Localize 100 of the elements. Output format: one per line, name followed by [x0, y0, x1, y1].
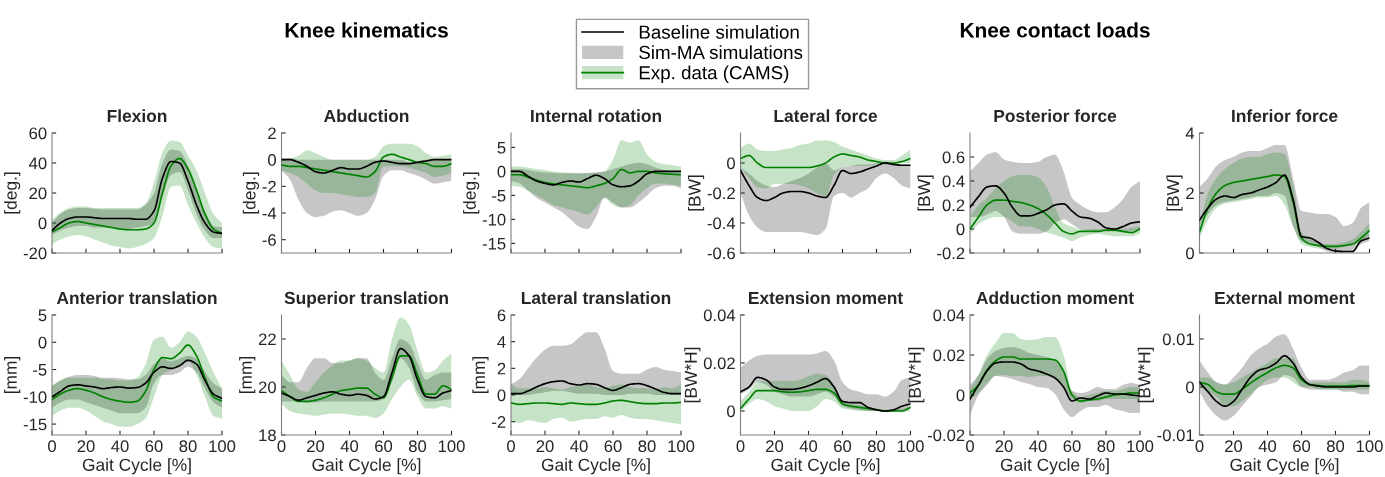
chart-title: Inferior force — [1232, 109, 1338, 123]
y-axis-title: [BW] — [687, 175, 705, 211]
y-tick-label: 0.4 — [942, 175, 965, 188]
x-tick-label: 40 — [570, 440, 588, 453]
y-axis-title: [deg.] — [242, 172, 260, 214]
x-tick-label: 20 — [536, 440, 554, 453]
y-tick-label: 0 — [1186, 381, 1194, 394]
x-tick-label: 80 — [638, 440, 656, 453]
y-tick-label: -10 — [482, 213, 506, 226]
x-tick-label: 100 — [668, 440, 695, 453]
x-tick-label: 40 — [1258, 440, 1277, 453]
y-tick-label: 0 — [38, 217, 47, 230]
y-axis-title: [deg.] — [4, 172, 21, 214]
chart-title: Flexion — [107, 109, 167, 123]
chart-title: External moment — [1215, 291, 1355, 305]
chart-title: Lateral translation — [521, 291, 671, 305]
x-tick-label: 80 — [179, 440, 197, 453]
y-tick-label: -15 — [482, 237, 506, 250]
x-tick-label: 60 — [145, 440, 163, 453]
y-tick-label: 22 — [258, 333, 276, 346]
y-axis-title: [BW*H] — [1137, 347, 1154, 403]
y-axis-title: [mm] — [239, 356, 256, 394]
y-tick-label: -5 — [33, 364, 47, 376]
x-tick-label: 20 — [995, 440, 1013, 453]
y-tick-label: 0 — [497, 389, 506, 402]
y-tick-label: -2 — [262, 180, 276, 193]
y-axis-title: [BW*H] — [684, 347, 701, 403]
chart-title: Extension moment — [749, 291, 903, 305]
y-tick-label: 0 — [956, 223, 965, 236]
x-tick-label: 100 — [438, 440, 465, 453]
y-tick-label: 20 — [29, 187, 47, 200]
y-tick-label: 0.02 — [703, 357, 735, 370]
chart-title: Posterior force — [994, 109, 1117, 123]
y-axis-title: [BW] — [917, 175, 934, 211]
y-tick-label: 5 — [497, 141, 506, 154]
chart-title: Internal rotation — [531, 109, 661, 123]
y-axis-title: [BW*H] — [908, 347, 925, 403]
x-tick-label: 0 — [277, 440, 286, 453]
y-tick-label: -4 — [262, 207, 277, 220]
x-tick-label: 0 — [1195, 440, 1204, 453]
y-tick-label: 0 — [727, 157, 735, 170]
x-axis-title: Gait Cycle [%] — [1230, 458, 1339, 475]
x-tick-label: 20 — [1225, 440, 1243, 453]
text: Knee kinematics — [285, 22, 448, 38]
x-tick-label: 20 — [77, 440, 95, 453]
y-tick-label: 4 — [1185, 127, 1195, 140]
chart-title: Superior translation — [284, 291, 448, 308]
y-tick-label: 0.01 — [1162, 333, 1194, 346]
y-tick-label: 0 — [727, 405, 735, 418]
y-axis-title: [mm] — [472, 356, 489, 394]
x-tick-label: 80 — [1326, 440, 1345, 453]
x-tick-label: 0 — [966, 440, 974, 453]
y-tick-label: 0.02 — [933, 349, 965, 362]
chart-title: Anterior translation — [56, 291, 217, 305]
x-tick-label: 0 — [48, 440, 56, 453]
x-tick-label: 100 — [209, 440, 236, 453]
x-tick-label: 40 — [340, 440, 359, 453]
y-tick-label: 0 — [1186, 247, 1194, 260]
text: Knee contact loads — [960, 22, 1150, 38]
y-tick-label: 0 — [956, 389, 965, 402]
y-tick-label: 20 — [258, 381, 276, 394]
x-axis-title: Gait Cycle [%] — [541, 458, 650, 475]
y-tick-label: 0.04 — [933, 309, 965, 322]
legend-label: Sim-MA simulations — [639, 45, 803, 60]
chart-title: Adduction moment — [976, 291, 1134, 305]
y-tick-label: 2 — [268, 127, 276, 140]
y-tick-label: -5 — [492, 189, 506, 202]
x-tick-label: 100 — [1356, 440, 1383, 453]
y-tick-label: 2 — [497, 362, 506, 375]
x-axis-title: Gait Cycle [%] — [771, 458, 880, 475]
y-tick-label: 0 — [38, 336, 47, 349]
y-tick-label: 40 — [28, 157, 47, 170]
y-tick-label: 0.04 — [703, 309, 736, 322]
y-tick-label: -20 — [23, 247, 47, 260]
y-tick-label: -0.6 — [707, 247, 735, 260]
legend-label: Exp. data (CAMS) — [639, 65, 789, 84]
x-tick-label: 60 — [375, 440, 393, 453]
chart-title: Abduction — [324, 109, 409, 123]
chart-title: Lateral force — [774, 109, 878, 123]
x-tick-label: 80 — [1097, 440, 1115, 453]
x-tick-label: 60 — [604, 440, 622, 453]
y-tick-label: 0.2 — [942, 199, 965, 212]
y-tick-label: 0 — [268, 154, 276, 166]
y-axis-title: [BW] — [1166, 175, 1183, 211]
x-tick-label: 60 — [834, 440, 852, 453]
x-tick-label: 0 — [736, 440, 745, 453]
x-tick-label: 80 — [408, 440, 427, 453]
x-tick-label: 40 — [1029, 440, 1047, 453]
x-tick-label: 40 — [799, 440, 818, 453]
y-tick-label: 4 — [497, 336, 506, 348]
y-axis-title: [deg.] — [463, 172, 480, 214]
x-tick-label: 0 — [507, 440, 515, 453]
y-tick-label: 18 — [259, 429, 276, 442]
y-tick-label: -0.02 — [927, 429, 965, 442]
y-tick-label: 2 — [1186, 187, 1194, 200]
y-tick-label: 0 — [497, 165, 506, 178]
y-tick-label: -2 — [492, 416, 506, 428]
y-tick-label: -6 — [262, 234, 276, 246]
y-tick-label: 60 — [29, 127, 47, 140]
y-tick-label: -0.2 — [707, 187, 735, 200]
